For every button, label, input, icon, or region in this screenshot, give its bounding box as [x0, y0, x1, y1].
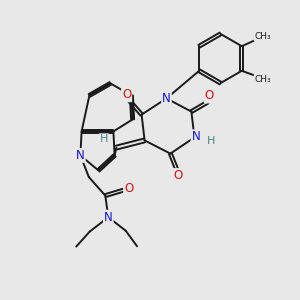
Text: N: N: [191, 130, 200, 143]
Text: O: O: [122, 88, 131, 101]
Text: CH₃: CH₃: [254, 32, 271, 41]
Text: O: O: [124, 182, 133, 195]
Text: H: H: [207, 136, 215, 146]
Text: CH₃: CH₃: [254, 75, 271, 84]
Text: O: O: [174, 169, 183, 182]
Text: O: O: [205, 89, 214, 103]
Text: N: N: [76, 149, 85, 162]
Text: N: N: [104, 211, 113, 224]
Text: H: H: [100, 134, 108, 144]
Text: N: N: [162, 92, 171, 105]
